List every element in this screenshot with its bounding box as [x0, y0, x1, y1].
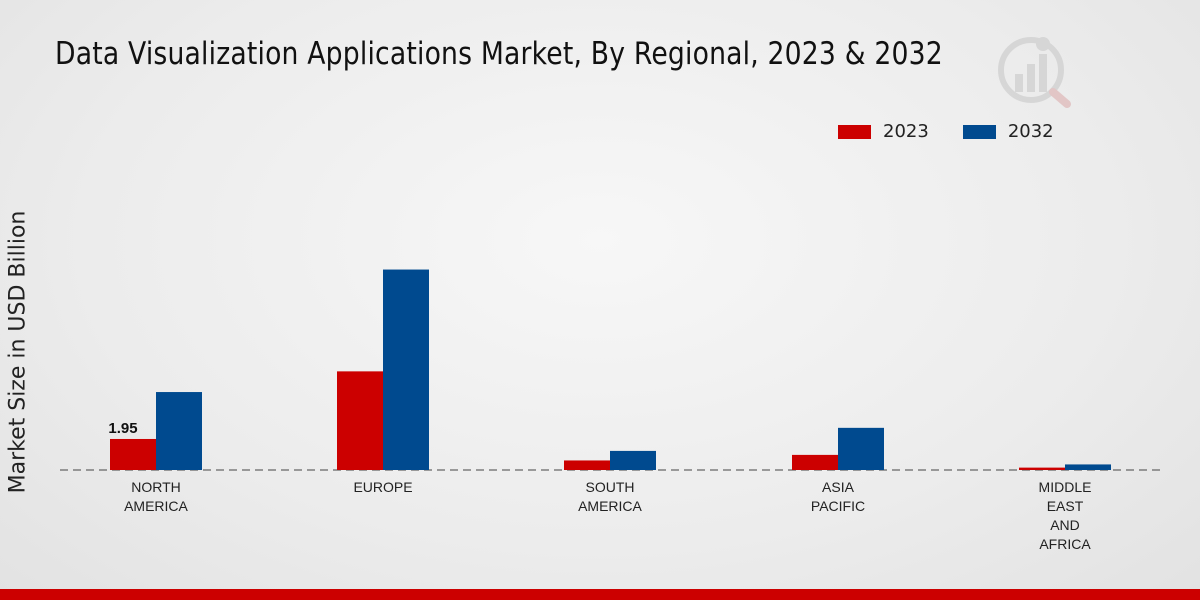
legend-label-2023: 2023: [883, 121, 929, 142]
x-tick-label-0: NORTH AMERICA: [124, 479, 188, 514]
bottom-accent-bar: [0, 589, 1200, 600]
legend-swatch-2032: [962, 124, 996, 139]
bar-2023-0: [110, 438, 156, 470]
legend-item-2032: 2032: [962, 121, 1054, 142]
bar-2023-3: [792, 454, 838, 470]
x-tick-label-4: MIDDLE EAST AND AFRICA: [1039, 479, 1092, 552]
legend-swatch-2023: [838, 124, 871, 139]
x-tick-label-1: EUROPE: [353, 479, 412, 495]
bar-2023-4: [1019, 467, 1065, 470]
data-label-0: 1.95: [108, 420, 137, 437]
legend: 2023 2032: [838, 121, 1088, 142]
bar-2032-2: [610, 450, 656, 470]
bar-2023-1: [337, 371, 383, 470]
legend-label-2032: 2032: [1007, 121, 1054, 142]
x-tick-label-3: ASIA PACIFIC: [811, 479, 865, 514]
bar-2023-2: [564, 460, 610, 470]
chart-title: Data Visualization Applications Market, …: [55, 36, 943, 72]
bar-2032-0: [156, 392, 202, 470]
legend-item-2023: 2023: [838, 121, 929, 142]
x-tick-label-2: SOUTH AMERICA: [578, 479, 642, 514]
watermark-logo-icon: [998, 37, 1071, 108]
bar-2032-4: [1065, 464, 1111, 470]
bar-2032-1: [383, 269, 429, 470]
bar-2032-3: [838, 427, 884, 470]
